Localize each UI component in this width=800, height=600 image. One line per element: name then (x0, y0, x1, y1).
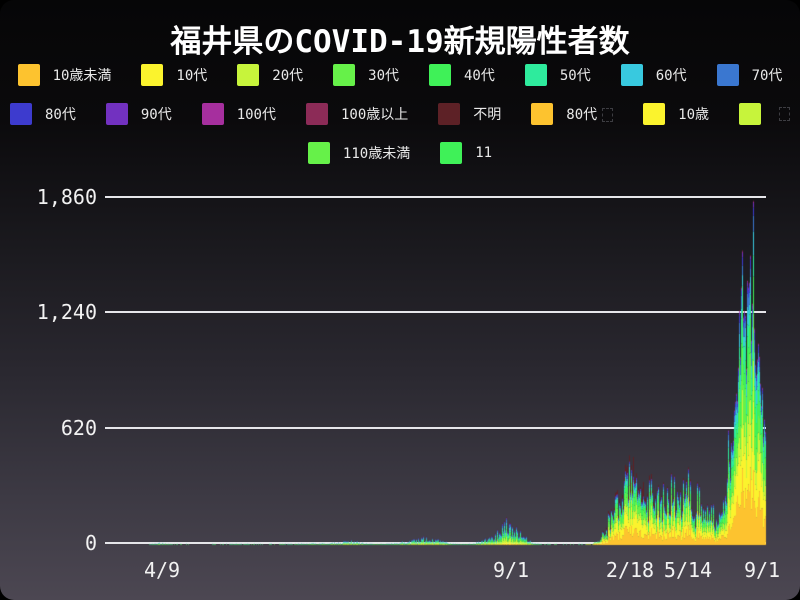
stacked-bar-canvas (0, 0, 800, 600)
chart-card: 福井県のCOVID-19新規陽性者数 10歳未満10代20代30代40代50代6… (0, 0, 800, 600)
